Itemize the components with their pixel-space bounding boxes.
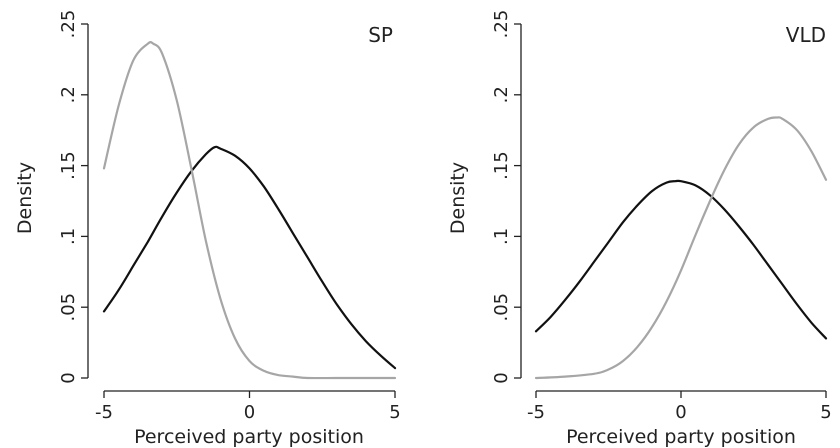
y-tick-label: .15 [58,151,79,180]
y-tick-label: .1 [58,228,79,245]
density-panel-vld: VLD Density Perceived party position 0 .0… [447,10,832,448]
y-tick-label: 0 [491,372,512,383]
y-tick-label: 0 [58,372,79,383]
y-axis-label: Density [14,162,36,234]
x-tick-label: -5 [95,402,113,423]
axes: 0 .05 .1 .15 .2 .25 -5 0 5 [491,10,832,423]
x-axis-label: Perceived party position [134,426,364,448]
y-tick-label: .25 [491,10,512,39]
series-group [534,116,828,380]
y-tick-label: .05 [491,293,512,322]
y-tick-label: .15 [491,151,512,180]
density-curve-gray [534,116,828,380]
density-curve-black [102,145,397,370]
x-tick-label: 5 [389,402,400,423]
y-axis-label: Density [447,162,469,234]
density-curve-gray [102,41,397,380]
density-curve-black [534,179,828,340]
panel-title: VLD [786,23,826,47]
y-tick-label: .05 [58,293,79,322]
axes: 0 .05 .1 .15 .2 .25 -5 0 5 [58,10,401,423]
x-tick-label: 0 [244,402,255,423]
series-group [102,41,397,380]
x-axis-label: Perceived party position [566,426,796,448]
y-tick-label: .2 [58,86,79,103]
panel-title: SP [368,23,393,47]
density-panel-sp: SP Density Perceived party position 0 .05… [14,10,401,448]
y-tick-label: .1 [491,228,512,245]
x-tick-label: 5 [820,402,831,423]
x-tick-label: -5 [527,402,545,423]
x-tick-label: 0 [675,402,686,423]
y-tick-label: .25 [58,10,79,39]
y-tick-label: .2 [491,86,512,103]
